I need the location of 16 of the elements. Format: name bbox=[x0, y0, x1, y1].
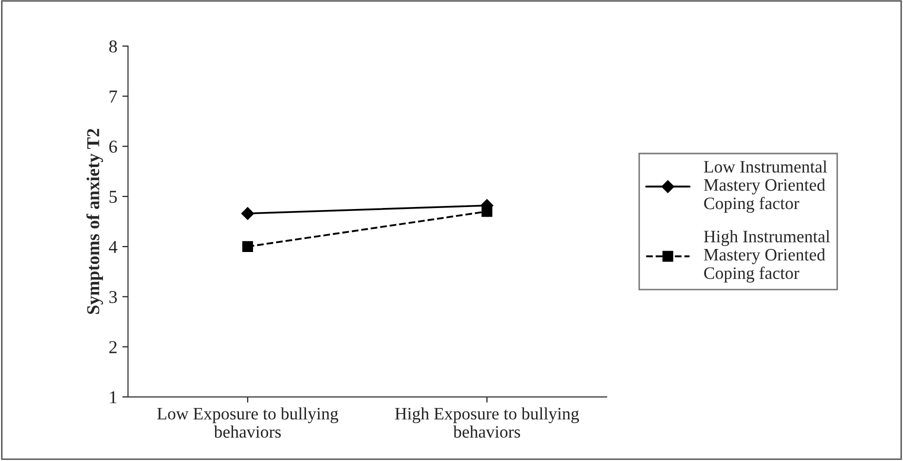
y-tick-label: 4 bbox=[108, 240, 118, 253]
x-tick-label: High Exposure to bullying behaviors bbox=[395, 407, 579, 438]
y-tick-label: 2 bbox=[109, 341, 117, 354]
y-axis-title: Symptoms of anxiety T2 bbox=[86, 128, 103, 314]
y-tick-label: 1 bbox=[110, 391, 116, 404]
legend-label: Low Instrumental Mastery Oriented Coping factor bbox=[704, 160, 827, 213]
y-tick-label: 7 bbox=[110, 90, 118, 102]
y-tick-label: 6 bbox=[109, 140, 118, 153]
legend-label: High Instrumental Mastery Oriented Coping factor bbox=[704, 230, 830, 283]
y-tick-label: 5 bbox=[110, 190, 117, 203]
point bbox=[241, 207, 254, 220]
point bbox=[242, 241, 254, 252]
point bbox=[482, 206, 492, 217]
x-tick-label: Low Exposure to bullying behaviors bbox=[157, 407, 338, 438]
y-tick-label: 8 bbox=[109, 40, 117, 53]
y-tick-label: 3 bbox=[109, 290, 117, 304]
